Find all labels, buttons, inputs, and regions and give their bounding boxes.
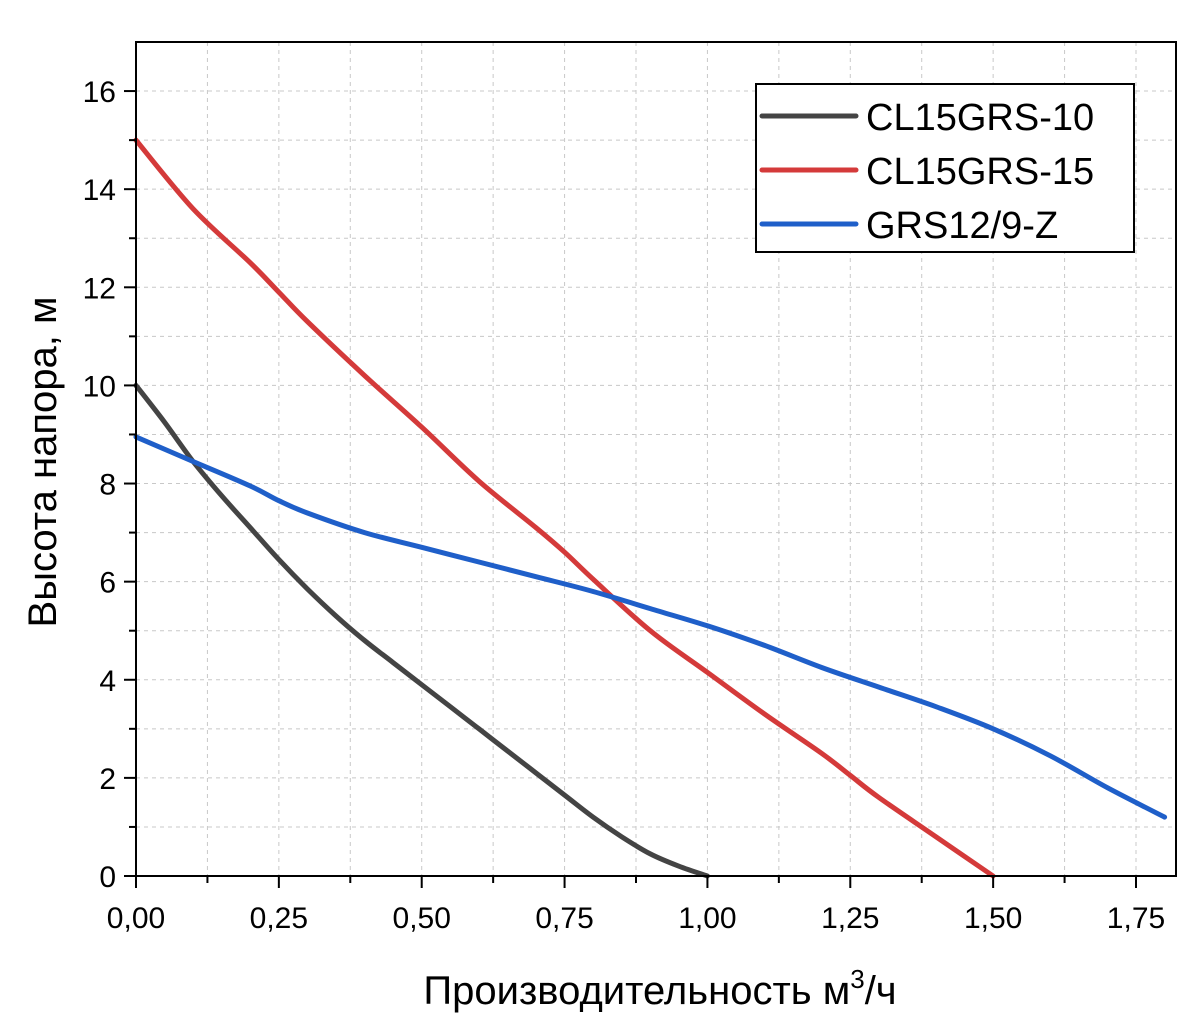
legend-label-cl15grs-10: CL15GRS-10 [866, 97, 1094, 139]
x-axis-title-suffix: /ч [865, 969, 897, 1013]
y-tick-label: 8 [99, 469, 116, 502]
y-tick-label: 12 [83, 272, 116, 305]
x-axis-title-sup: 3 [850, 964, 864, 994]
x-axis-title-main: Производительность м [423, 969, 850, 1013]
plot-frame [135, 41, 1177, 877]
x-tick-label: 1,25 [821, 902, 879, 935]
x-tick-label: 0,00 [107, 902, 165, 935]
x-tick-label: 1,50 [964, 902, 1022, 935]
axis-ticks [124, 90, 1137, 888]
legend-label-grs12-9-z: GRS12/9-Z [866, 205, 1058, 247]
y-tick-label: 10 [83, 370, 116, 403]
y-tick-label: 6 [99, 567, 116, 600]
series-line-grs12-9-z [133, 434, 1168, 820]
y-axis-title: Высота напора, м [21, 297, 65, 628]
series-line-cl15grs-15 [133, 137, 996, 879]
x-tick-label: 0,50 [393, 902, 451, 935]
y-axis-tick-labels: 0 2 4 6 8 10 12 14 16 [83, 76, 116, 894]
legend: CL15GRS-10 CL15GRS-15 GRS12/9-Z [755, 83, 1135, 253]
x-axis-tick-labels: 0,00 0,25 0,50 0,75 1,00 1,25 1,50 1,75 [107, 902, 1165, 935]
y-tick-label: 14 [83, 174, 116, 207]
legend-label-cl15grs-15: CL15GRS-15 [866, 151, 1094, 193]
x-tick-label: 0,25 [250, 902, 308, 935]
y-tick-label: 4 [99, 665, 116, 698]
series-line-cl15grs-10 [133, 382, 710, 879]
x-tick-label: 1,75 [1107, 902, 1165, 935]
series-lines [133, 137, 1168, 879]
x-tick-label: 0,75 [535, 902, 593, 935]
grid [136, 42, 1176, 876]
y-tick-label: 16 [83, 76, 116, 109]
y-tick-label: 0 [99, 861, 116, 894]
x-axis-title: Производительность м3/ч [423, 964, 896, 1013]
y-tick-label: 2 [99, 763, 116, 796]
x-tick-label: 1,00 [678, 902, 736, 935]
